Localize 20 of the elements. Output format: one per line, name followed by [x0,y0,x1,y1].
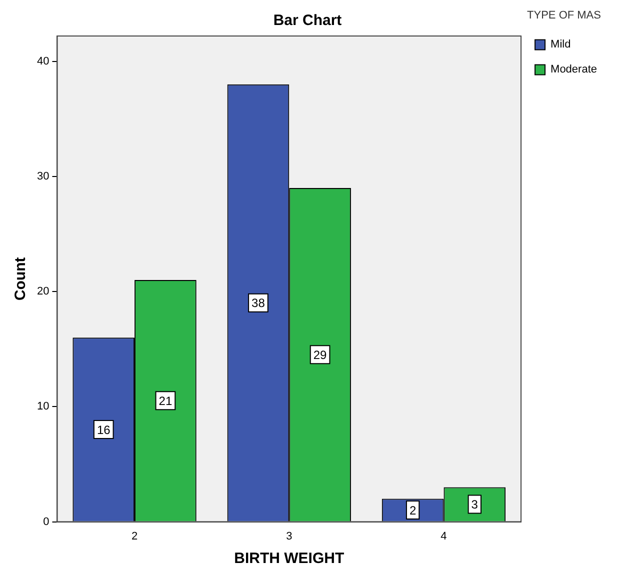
data-label: 29 [313,348,328,362]
x-tick-label: 4 [440,530,447,542]
data-label: 2 [409,503,416,518]
y-tick-label: 40 [36,55,50,68]
y-tick-label: 20 [36,286,50,298]
y-tick-label: 0 [43,516,50,528]
chart-title: Bar Chart [273,12,342,30]
y-axis-title: Count [12,257,30,301]
data-label: 3 [471,498,478,512]
legend-label: Moderate [550,64,598,76]
y-tick-label: 10 [36,400,50,413]
x-tick-label: 3 [286,530,292,542]
data-label: 21 [158,394,172,408]
x-tick-label: 2 [131,530,138,542]
x-axis-title: BIRTH WEIGHT [234,550,344,568]
legend-label: Mild [550,38,571,51]
data-label: 16 [96,422,111,437]
y-tick-label: 30 [36,170,50,182]
data-label: 38 [252,296,266,310]
legend-title: TYPE OF MAS [527,10,601,22]
